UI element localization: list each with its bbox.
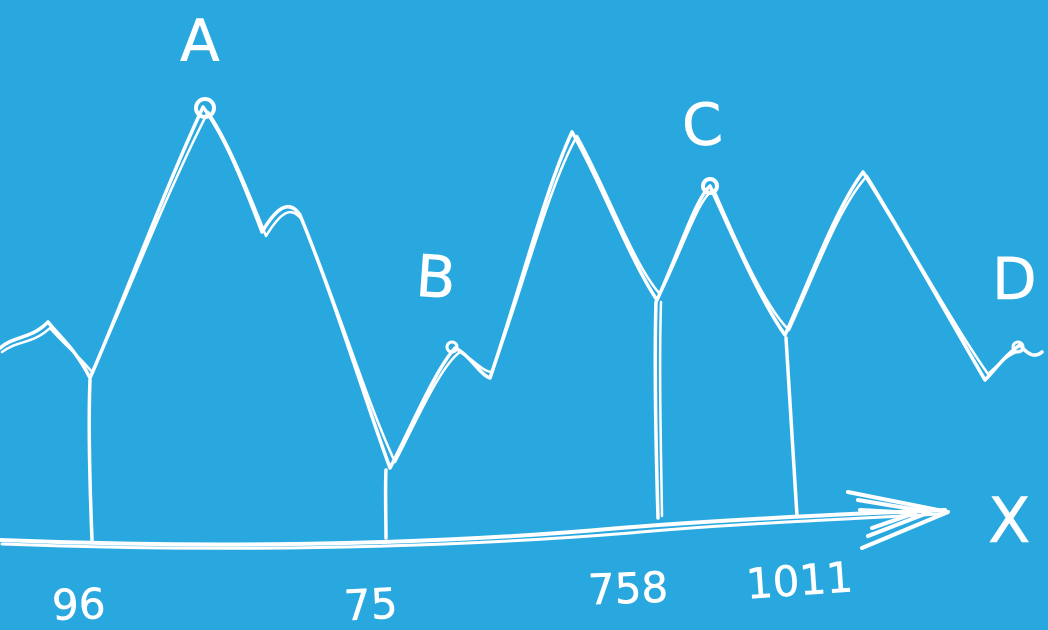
point-marker-c bbox=[701, 177, 719, 195]
tick-label-75: 75 bbox=[342, 578, 399, 630]
x-axis-line-overdraw bbox=[0, 512, 942, 550]
point-label-c: C bbox=[679, 89, 725, 161]
x-axis-arrowhead bbox=[846, 490, 950, 550]
tick-label-1011: 1011 bbox=[744, 552, 855, 609]
tick-label-758: 758 bbox=[587, 562, 669, 615]
dropline-758-overdraw bbox=[658, 300, 664, 518]
dropline-758 bbox=[653, 300, 660, 520]
x-axis-label: X bbox=[988, 484, 1031, 557]
point-marker-d bbox=[1011, 340, 1025, 354]
point-marker-b bbox=[445, 340, 459, 354]
point-marker-a bbox=[194, 97, 216, 119]
x-axis-line bbox=[0, 508, 947, 547]
point-label-b: B bbox=[413, 241, 459, 313]
dropline-96 bbox=[87, 378, 94, 542]
dropline-1011 bbox=[784, 336, 799, 518]
point-label-a: A bbox=[180, 7, 220, 75]
signal-curve-overdraw bbox=[0, 110, 1026, 464]
tick-label-96: 96 bbox=[51, 579, 107, 630]
point-label-d: D bbox=[992, 245, 1037, 313]
